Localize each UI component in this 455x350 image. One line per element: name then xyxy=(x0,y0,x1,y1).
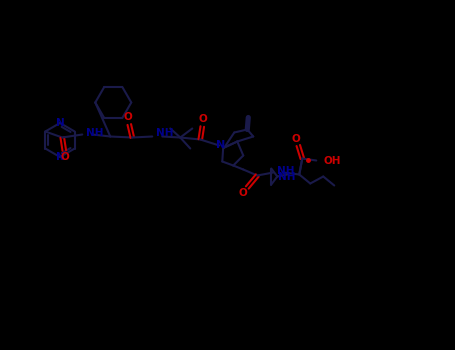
Text: N: N xyxy=(56,152,64,162)
Text: O: O xyxy=(239,189,248,198)
Text: O: O xyxy=(61,153,70,162)
Text: OH: OH xyxy=(324,155,341,166)
Text: O: O xyxy=(124,112,133,122)
Text: NH: NH xyxy=(86,127,104,138)
Text: NH: NH xyxy=(278,173,295,182)
Text: N: N xyxy=(216,140,225,150)
Text: O: O xyxy=(199,114,207,125)
Text: NH: NH xyxy=(156,128,174,139)
Text: NH: NH xyxy=(277,166,295,175)
Text: O: O xyxy=(292,133,301,143)
Text: N: N xyxy=(56,118,64,128)
